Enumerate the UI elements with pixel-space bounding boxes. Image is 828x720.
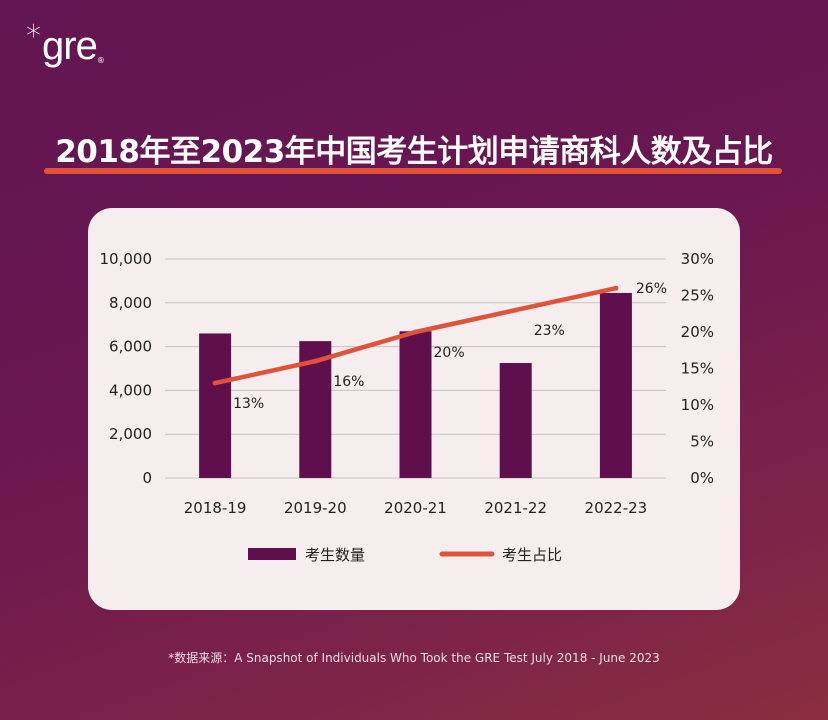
title-underline [44, 168, 782, 174]
y-left-tick-label: 2,000 [109, 425, 152, 443]
page-title: 2018年至2023年中国考生计划申请商科人数及占比 [55, 134, 773, 170]
x-tick-label: 2022-23 [585, 499, 648, 517]
legend-label: 考生占比 [502, 546, 562, 564]
chart: 0 2,000 4,000 6,000 8,000 10,000 0% 5% 10% 15% 20%… [100, 250, 715, 564]
chart-card: 0 2,000 4,000 6,000 8,000 10,000 0% 5% 10% 15% 20%… [88, 208, 740, 610]
logo-wordmark: gre [42, 24, 98, 68]
data-label: 16% [333, 374, 364, 390]
registered-mark: ® [96, 56, 105, 65]
y-right-tick-label: 30% [681, 250, 714, 268]
legend-label: 考生数量 [305, 546, 365, 564]
y-right-tick-label: 0% [690, 469, 714, 487]
bar [499, 363, 532, 478]
line-point [513, 307, 519, 313]
y-right-tick-label: 5% [690, 433, 714, 451]
source-footnote: *数据来源：A Snapshot of Individuals Who Took… [168, 651, 660, 665]
line-point [212, 380, 218, 386]
bar [599, 292, 632, 478]
line-point [613, 285, 619, 291]
bar [399, 331, 432, 478]
y-right-tick-label: 10% [681, 396, 714, 414]
x-tick-label: 2018-19 [184, 499, 247, 517]
data-label: 20% [434, 345, 465, 361]
x-tick-label: 2019-20 [284, 499, 347, 517]
legend-swatch-bar [248, 548, 296, 560]
x-tick-label: 2021-22 [484, 499, 547, 517]
y-left-tick-label: 4,000 [109, 381, 152, 399]
line-point [312, 358, 318, 364]
y-right-tick-label: 15% [681, 360, 714, 378]
data-label: 23% [534, 323, 565, 339]
y-left-tick-label: 6,000 [109, 338, 152, 356]
gre-logo: * gre ® [26, 19, 105, 69]
y-left-tick-label: 0 [142, 469, 152, 487]
x-tick-label: 2020-21 [384, 499, 447, 517]
y-left-tick-label: 8,000 [109, 294, 152, 312]
asterisk-icon: * [26, 19, 41, 54]
line-point [413, 329, 418, 335]
bar [199, 333, 232, 478]
data-label: 26% [636, 281, 667, 297]
data-label: 13% [233, 396, 264, 412]
y-right-tick-label: 25% [681, 287, 714, 305]
y-left-tick-label: 10,000 [100, 250, 153, 268]
y-right-tick-label: 20% [681, 323, 714, 341]
